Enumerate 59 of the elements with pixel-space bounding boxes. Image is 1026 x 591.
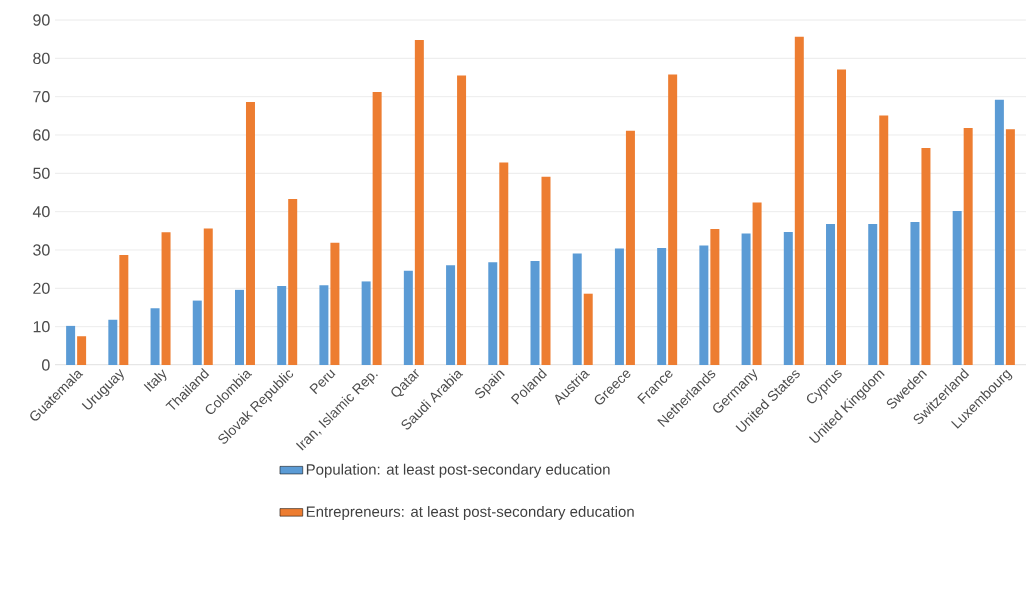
- bar: [361, 281, 371, 365]
- bar: [499, 162, 509, 365]
- bar: [572, 253, 582, 365]
- y-tick-label: 80: [33, 52, 50, 64]
- bar: [414, 39, 424, 365]
- bar: [119, 254, 129, 365]
- bar: [541, 176, 551, 365]
- bar: [826, 223, 836, 365]
- bar: [288, 199, 298, 365]
- bar: [837, 69, 847, 365]
- bar: [963, 128, 973, 365]
- bar: [794, 36, 804, 365]
- bar: [277, 286, 287, 365]
- bar: [319, 285, 329, 365]
- bar: [150, 308, 160, 365]
- bar: [699, 245, 709, 365]
- bar: [657, 248, 667, 365]
- bar: [192, 300, 202, 365]
- bar: [457, 75, 467, 365]
- bar: [879, 115, 889, 365]
- bar: [741, 233, 751, 365]
- y-tick-label: 50: [33, 167, 50, 179]
- bar: [710, 228, 720, 365]
- bar: [161, 232, 171, 365]
- bar: [245, 102, 255, 365]
- y-tick-label: 30: [33, 244, 50, 256]
- bar: [952, 210, 962, 365]
- legend-label: Population: at least post-secondary education: [306, 463, 610, 478]
- bar: [668, 74, 678, 365]
- bar: [921, 148, 931, 365]
- bar: [752, 202, 762, 365]
- bar: [234, 289, 244, 365]
- bar: [330, 242, 340, 365]
- bar: [488, 262, 498, 365]
- x-tick-label: Italy: [143, 369, 167, 392]
- y-tick-label: 20: [33, 282, 50, 294]
- bar: [403, 270, 413, 365]
- bar: [614, 248, 624, 365]
- bar: [868, 223, 878, 365]
- y-tick-label: 10: [33, 321, 50, 333]
- y-tick-label: 40: [32, 206, 50, 218]
- bar: [108, 319, 118, 365]
- bar: [530, 261, 540, 365]
- bar: [910, 222, 920, 365]
- bar: [583, 293, 593, 365]
- bar: [994, 99, 1004, 365]
- bar: [446, 265, 456, 365]
- bar: [77, 336, 87, 365]
- bar: [66, 325, 76, 365]
- bar: [625, 130, 635, 365]
- bar: [203, 228, 213, 365]
- bar: [1005, 129, 1015, 365]
- y-tick-label: 0: [42, 359, 50, 371]
- legend-label: Entrepreneurs: at least post-secondary education: [306, 505, 634, 520]
- bar: [372, 92, 382, 365]
- y-tick-label: 60: [33, 129, 50, 141]
- bar: [783, 231, 793, 365]
- y-tick-label: 70: [33, 91, 50, 103]
- y-tick-label: 90: [33, 14, 50, 26]
